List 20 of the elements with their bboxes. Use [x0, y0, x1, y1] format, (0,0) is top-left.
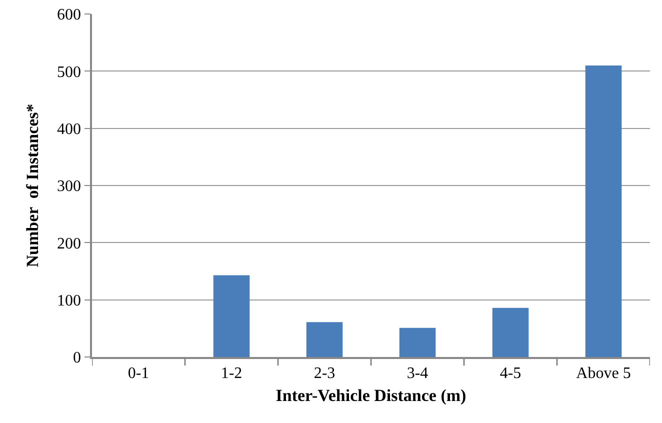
bar: [492, 308, 529, 357]
y-tick-label: 400: [57, 120, 82, 138]
x-tick-label: Above 5: [576, 364, 631, 382]
bar: [213, 275, 250, 357]
x-axis-title: Inter-Vehicle Distance (m): [276, 386, 466, 405]
x-tick-label: 3-4: [406, 364, 428, 382]
bar: [399, 328, 436, 357]
y-tick-label: 100: [57, 292, 82, 310]
x-tick-label: 1-2: [220, 364, 242, 382]
y-tick-label: 200: [57, 235, 82, 252]
x-tick-label: 4-5: [500, 364, 522, 382]
y-axis-title: Number of Instances*: [23, 104, 42, 268]
y-tick-label: 300: [57, 178, 82, 196]
x-tick-label: 0-1: [128, 364, 150, 382]
y-tick-label: 600: [57, 6, 82, 24]
bar: [585, 65, 622, 357]
y-tick-label: 500: [57, 64, 82, 81]
bar: [306, 322, 343, 357]
y-tick-label: 0: [73, 350, 82, 367]
x-tick-label: 2-3: [314, 364, 336, 382]
